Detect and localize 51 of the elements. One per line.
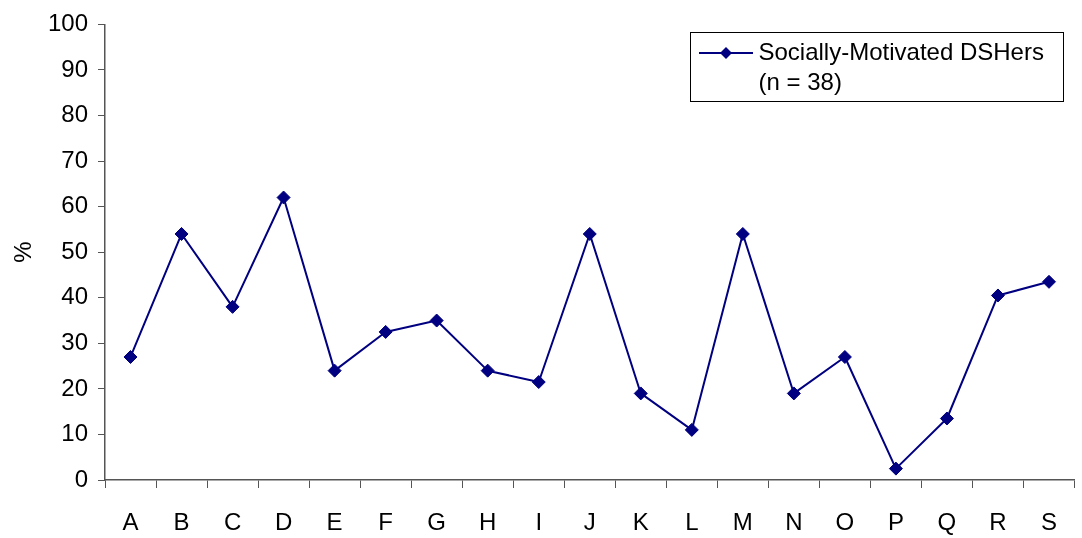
y-tick-label: 60 — [61, 191, 88, 219]
y-tick-label: 70 — [61, 145, 88, 173]
x-tick-label: H — [479, 508, 497, 536]
point — [225, 299, 240, 314]
point — [684, 422, 699, 437]
legend-label: Socially-Motivated DSHers (n = 38) — [758, 37, 1045, 98]
x-tick-label: O — [835, 508, 855, 536]
point — [888, 461, 903, 476]
point — [429, 313, 444, 328]
x-tick-label: G — [427, 508, 447, 536]
y-tick-label: 20 — [61, 373, 88, 401]
point — [633, 386, 648, 401]
x-tick-label: M — [732, 508, 753, 536]
y-tick-label: 30 — [61, 327, 88, 355]
x-tick-label: K — [632, 508, 649, 536]
point — [582, 226, 597, 241]
point — [990, 288, 1005, 303]
point — [327, 363, 342, 378]
point — [531, 375, 546, 390]
x-tick-label: I — [535, 508, 543, 536]
x-tick-label: J — [583, 508, 596, 536]
x-tick-label: P — [887, 508, 904, 536]
point — [735, 226, 750, 241]
y-tick-label: 100 — [47, 9, 88, 37]
point — [939, 411, 954, 426]
point — [786, 386, 801, 401]
point — [837, 349, 852, 364]
y-tick-label: 90 — [61, 54, 88, 82]
x-tick-label: Q — [937, 508, 957, 536]
x-tick-label: E — [326, 508, 343, 536]
x-tick-label: F — [378, 508, 393, 536]
x-tick-label: C — [223, 508, 242, 536]
point — [174, 226, 189, 241]
x-tick-label: B — [173, 508, 190, 536]
y-tick-label: 80 — [61, 100, 88, 128]
x-tick-label: N — [785, 508, 803, 536]
y-axis-title: % — [9, 241, 37, 263]
x-tick-label: D — [274, 508, 293, 536]
x-tick-label: A — [122, 508, 139, 536]
x-tick-label: S — [1040, 508, 1057, 536]
x-tick-label: L — [685, 508, 699, 536]
point — [123, 349, 138, 364]
x-tick-label: R — [989, 508, 1007, 536]
point — [378, 324, 393, 339]
point — [480, 363, 495, 378]
y-tick-label: 0 — [74, 464, 88, 492]
y-tick-label: 10 — [61, 419, 88, 447]
y-tick-label: 40 — [61, 282, 88, 310]
point — [1041, 274, 1056, 289]
point — [276, 190, 291, 205]
y-tick-label: 50 — [61, 236, 88, 264]
